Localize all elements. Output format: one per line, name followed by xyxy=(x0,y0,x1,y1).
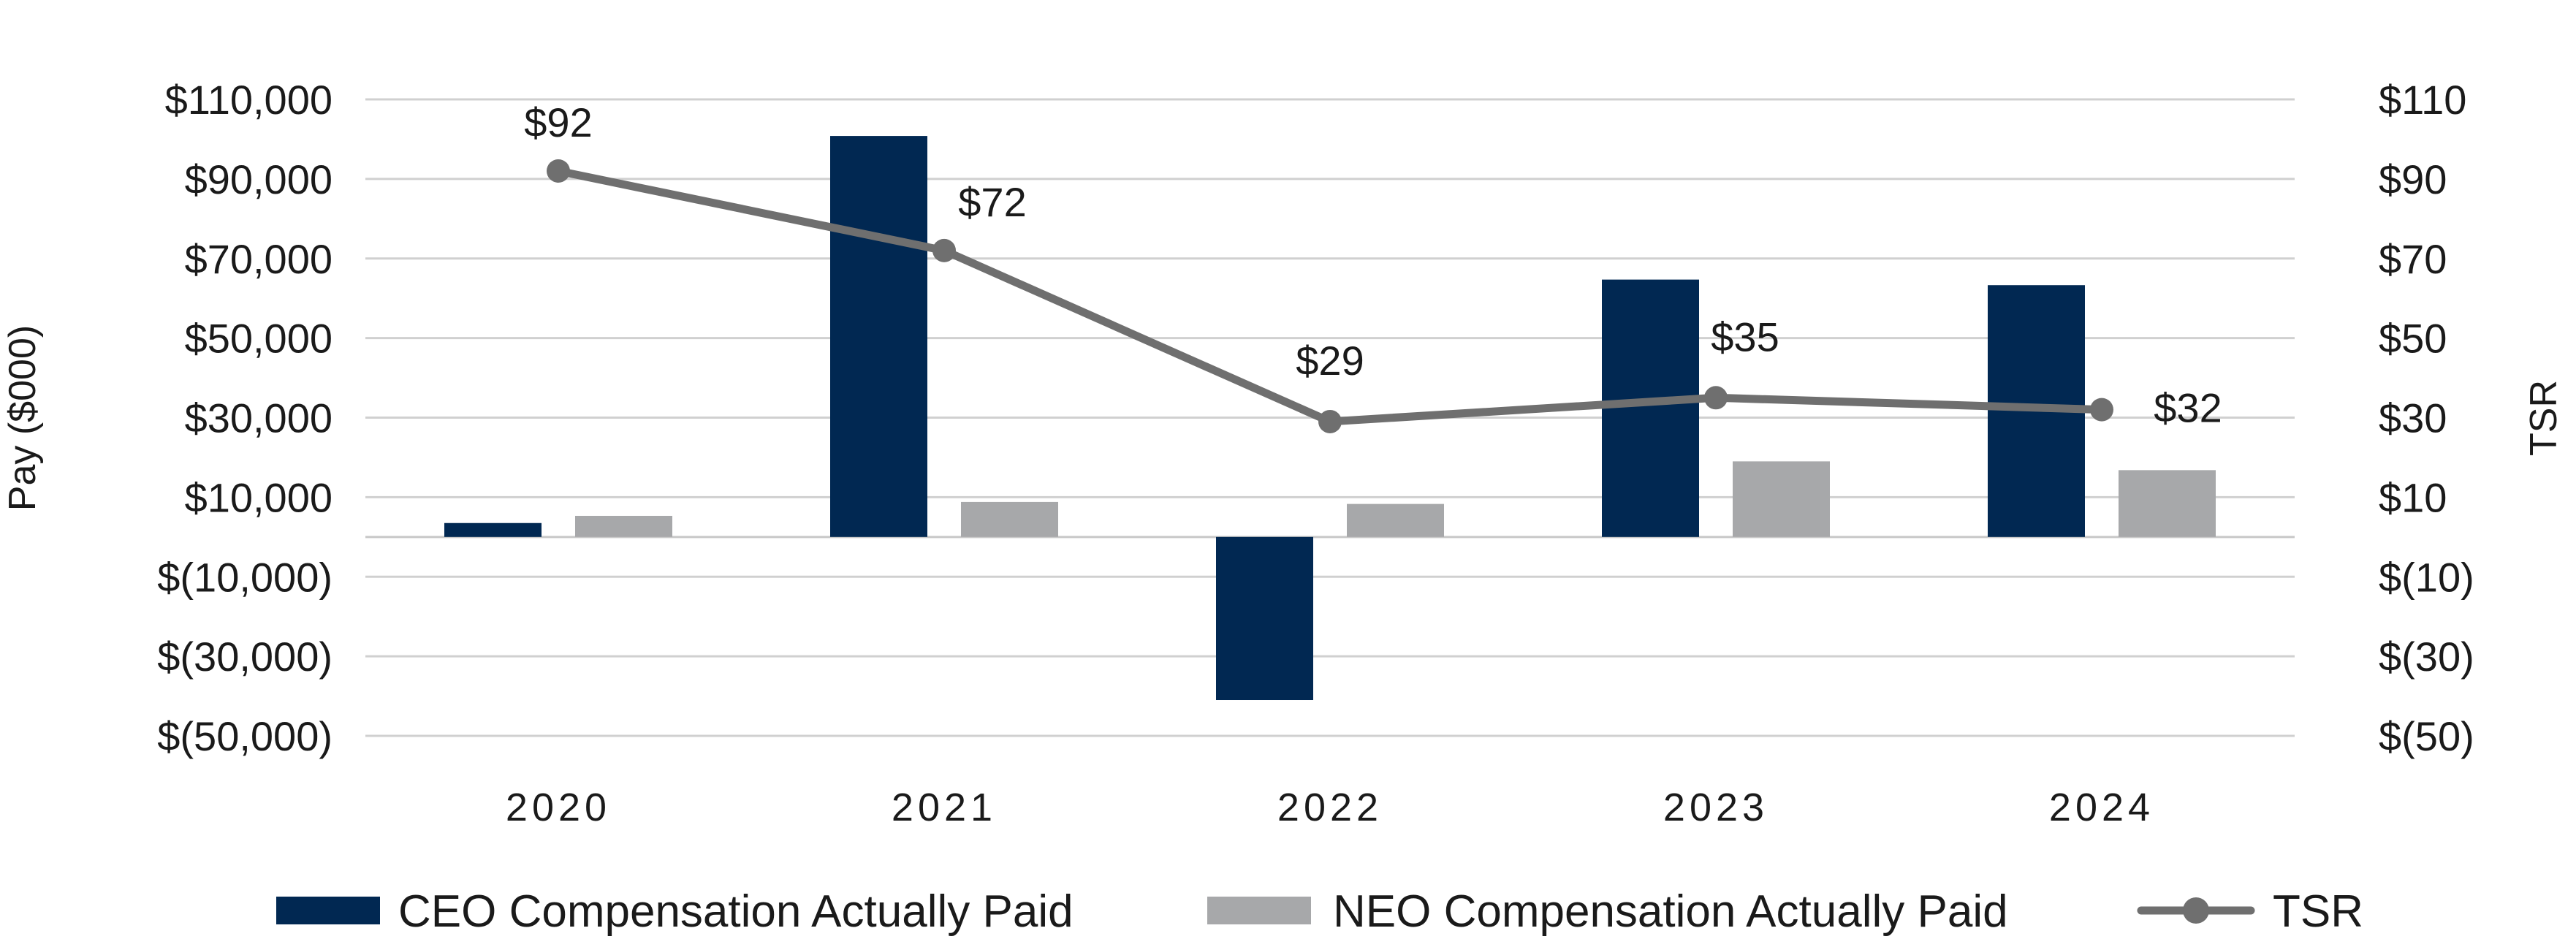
tsr-line-layer: $92 $72 $29 $35 $32 xyxy=(524,99,2222,433)
x-axis: 2020 2021 2022 2023 2024 xyxy=(506,786,2154,829)
y-tick-label: $10,000 xyxy=(185,474,333,520)
tsr-data-label: $32 xyxy=(2154,385,2222,431)
y2-tick-label: $70 xyxy=(2379,236,2447,282)
legend-label: NEO Compensation Actually Paid xyxy=(1333,886,2008,937)
tsr-data-label: $35 xyxy=(1711,313,1779,360)
y2-tick-label: $10 xyxy=(2379,474,2447,520)
bar-ceo-2023 xyxy=(1602,279,1699,537)
y2-tick-label: $30 xyxy=(2379,395,2447,441)
bar-neo-2020 xyxy=(575,515,672,537)
bar-ceo-2021 xyxy=(830,136,927,537)
legend: CEO Compensation Actually Paid NEO Compen… xyxy=(276,886,2363,937)
y-tick-label: $(10,000) xyxy=(157,554,333,600)
tsr-point xyxy=(1704,386,1728,410)
bar-neo-2021 xyxy=(961,501,1058,537)
legend-item-tsr: TSR xyxy=(2137,886,2363,937)
tsr-line xyxy=(554,167,2106,426)
bar-ceo-2020 xyxy=(444,522,542,537)
legend-swatch xyxy=(276,897,380,924)
tsr-point xyxy=(1318,409,1342,433)
legend-label: TSR xyxy=(2273,886,2363,937)
y-tick-label: $30,000 xyxy=(185,395,333,441)
y-axis-title: Pay ($000) xyxy=(1,325,44,511)
bars xyxy=(444,136,2216,701)
bar-ceo-2022 xyxy=(1216,536,1313,701)
tsr-point xyxy=(547,159,570,183)
y2-tick-label: $(30) xyxy=(2379,634,2474,680)
legend-item-ceo-compensation-actually-paid: CEO Compensation Actually Paid xyxy=(276,886,1074,937)
y-tick-label: $110,000 xyxy=(165,77,333,123)
y2-tick-label: $50 xyxy=(2379,316,2447,362)
y2-tick-label: $(50) xyxy=(2379,713,2474,759)
y-tick-label: $90,000 xyxy=(185,156,333,202)
x-tick-label: 2021 xyxy=(892,786,997,829)
y-axis-right: $110 $90 $70 $50 $30 $10 $(10) $(30) $(50) xyxy=(2379,77,2474,759)
y2-tick-label: $110 xyxy=(2379,77,2466,123)
y2-axis-title: TSR xyxy=(2523,380,2565,456)
y2-tick-label: $90 xyxy=(2379,156,2447,202)
legend-label: CEO Compensation Actually Paid xyxy=(398,886,1074,937)
y-tick-label: $70,000 xyxy=(185,236,333,282)
tsr-point xyxy=(932,238,956,262)
tsr-data-label: $29 xyxy=(1296,338,1364,384)
bar-neo-2022 xyxy=(1347,503,1444,537)
tsr-data-label: $92 xyxy=(524,99,592,145)
x-tick-label: 2022 xyxy=(1277,786,1383,829)
y2-tick-label: $(10) xyxy=(2379,554,2474,600)
x-tick-label: 2020 xyxy=(506,786,611,829)
bar-neo-2024 xyxy=(2119,470,2216,537)
x-tick-label: 2024 xyxy=(2049,786,2154,829)
y-tick-label: $50,000 xyxy=(185,316,333,362)
legend-marker xyxy=(2183,897,2209,924)
bar-neo-2023 xyxy=(1733,461,1830,537)
y-tick-label: $(30,000) xyxy=(157,634,333,680)
x-tick-label: 2023 xyxy=(1663,786,1768,829)
tsr-point xyxy=(2090,398,2113,422)
y-tick-label: $(50,000) xyxy=(157,713,333,759)
y-axis-left: $110,000 $90,000 $70,000 $50,000 $30,000 $10,… xyxy=(157,77,333,759)
legend-item-neo-compensation-actually-paid: NEO Compensation Actually Paid xyxy=(1207,886,2008,937)
legend-swatch xyxy=(1207,897,1311,924)
tsr-data-label: $72 xyxy=(958,179,1026,225)
